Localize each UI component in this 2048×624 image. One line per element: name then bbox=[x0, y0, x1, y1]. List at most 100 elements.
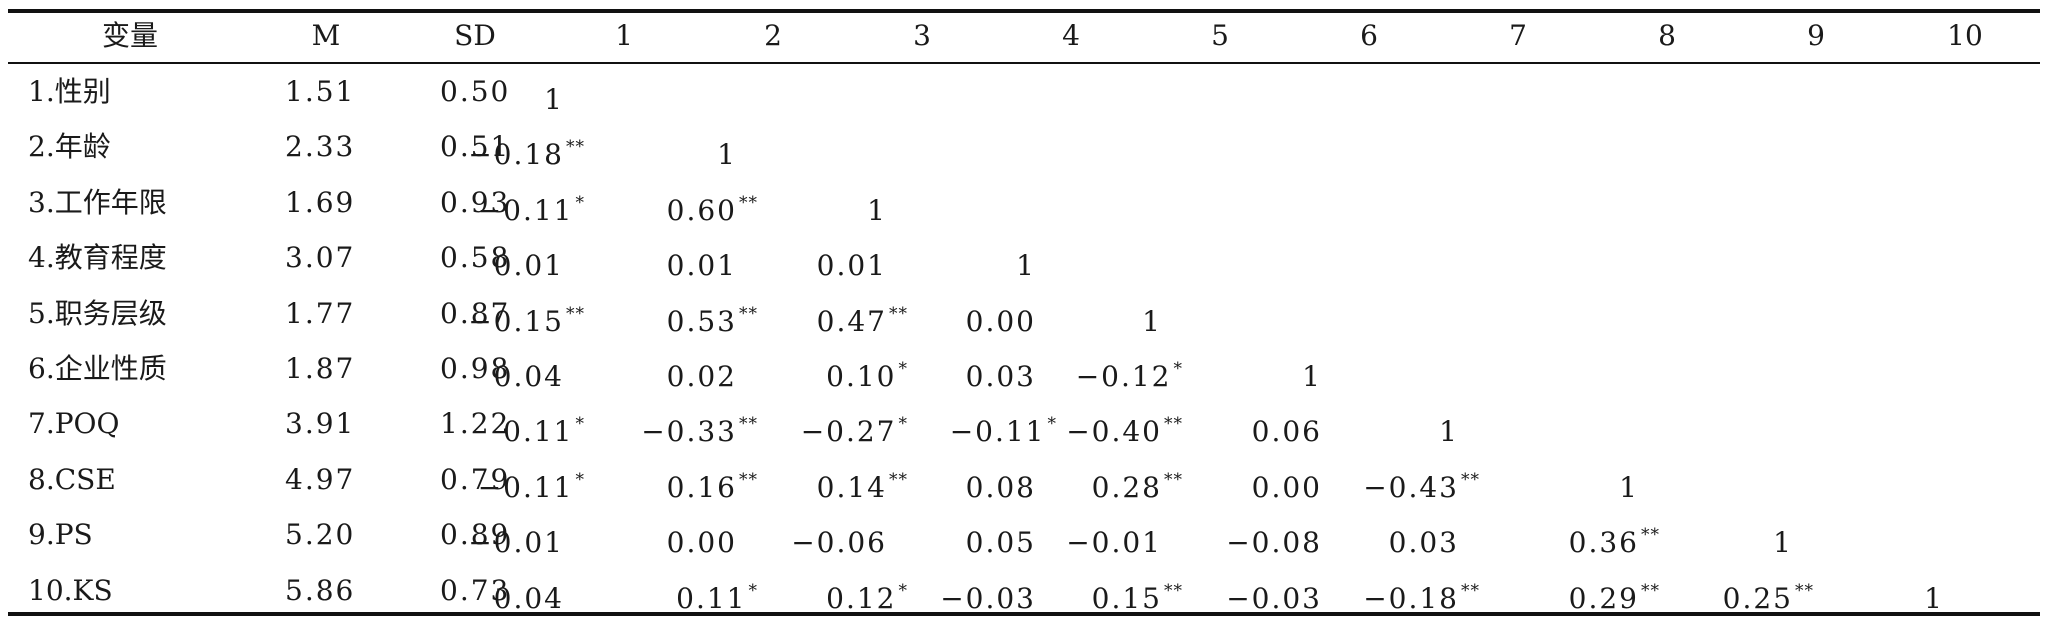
row-label: 6.企业性质 bbox=[28, 352, 167, 385]
correlation-value: 0.11 bbox=[503, 415, 574, 449]
correlation-cell: 1** bbox=[867, 187, 908, 227]
significance-mark: ** bbox=[1164, 469, 1183, 490]
header-cell: 1 bbox=[615, 19, 633, 52]
correlation-cell: 0.06** bbox=[1252, 408, 1343, 448]
sd-value: 0.51 bbox=[440, 130, 511, 164]
correlation-value: −0.06 bbox=[791, 526, 887, 560]
sd-value: 1.22 bbox=[440, 407, 511, 441]
correlation-cell: −0.03** bbox=[940, 575, 1057, 615]
correlation-value: −0.01 bbox=[468, 526, 564, 560]
mean-value: 1.77 bbox=[285, 296, 356, 330]
correlation-value: −0.15 bbox=[468, 304, 564, 338]
significance-mark: * bbox=[748, 580, 758, 601]
correlation-cell: 0.11 * bbox=[676, 575, 758, 615]
header-cell: SD bbox=[454, 19, 496, 52]
header-cell: 4 bbox=[1062, 19, 1080, 52]
correlation-cell: −0.11 * bbox=[478, 464, 585, 504]
correlation-cell: 0.02** bbox=[667, 353, 758, 393]
correlation-cell: 0.03** bbox=[1389, 519, 1480, 559]
correlation-value: −0.12 bbox=[1075, 360, 1172, 393]
correlation-value: 0.00 bbox=[666, 526, 737, 560]
correlation-value: 0.04 bbox=[493, 360, 564, 393]
correlation-value: 0.53 bbox=[666, 304, 737, 338]
correlation-cell: −0.11 * bbox=[950, 408, 1057, 448]
correlation-value: 0.16 bbox=[666, 470, 737, 504]
correlation-value: 0.28 bbox=[1091, 470, 1162, 504]
significance-mark: * bbox=[898, 580, 908, 601]
sd-value: 0.73 bbox=[440, 573, 511, 607]
mean-value: 1.51 bbox=[285, 75, 356, 108]
sd-value: 0.93 bbox=[440, 185, 511, 219]
header-cell: 5 bbox=[1211, 19, 1229, 52]
significance-mark: ** bbox=[1164, 580, 1183, 601]
header-cell: M bbox=[311, 19, 341, 52]
correlation-value: 1 bbox=[1142, 304, 1162, 338]
correlation-value: 0.15 bbox=[1091, 581, 1162, 615]
correlation-value: 0.01 bbox=[493, 249, 564, 283]
correlation-cell: −0.15 ** bbox=[468, 298, 585, 338]
mean-value: 5.20 bbox=[285, 518, 356, 552]
correlation-value: 0.60 bbox=[666, 193, 737, 227]
correlation-cell: 0.01** bbox=[667, 242, 758, 282]
correlation-cell: 0.14 ** bbox=[817, 464, 908, 504]
correlation-cell: 0.25 ** bbox=[1723, 575, 1814, 615]
row-label: 4.教育程度 bbox=[28, 241, 167, 275]
significance-mark: ** bbox=[1461, 580, 1480, 601]
significance-mark: ** bbox=[889, 303, 908, 324]
correlation-cell: −0.43 ** bbox=[1363, 464, 1480, 504]
correlation-cell: −0.06** bbox=[791, 519, 908, 559]
sd-value: 0.58 bbox=[440, 241, 511, 275]
significance-mark: ** bbox=[739, 303, 758, 324]
significance-mark: ** bbox=[566, 137, 585, 158]
correlation-cell: 0.01** bbox=[494, 242, 585, 282]
correlation-value: 1 bbox=[717, 138, 737, 172]
header-cell: 10 bbox=[1947, 19, 1983, 52]
correlation-cell: 0.00** bbox=[667, 519, 758, 559]
row-label: 9.PS bbox=[28, 518, 93, 552]
correlation-cell: −0.18 ** bbox=[468, 131, 585, 171]
correlation-value: 1 bbox=[867, 193, 887, 227]
significance-mark: ** bbox=[739, 192, 758, 213]
correlation-value: −0.01 bbox=[1066, 526, 1162, 560]
significance-mark: ** bbox=[1164, 414, 1183, 435]
header-cell: 6 bbox=[1360, 19, 1378, 52]
header-cell: 2 bbox=[764, 19, 782, 52]
correlation-value: −0.18 bbox=[468, 138, 564, 172]
correlation-cell: −0.40 ** bbox=[1066, 408, 1183, 448]
correlation-cell: 1** bbox=[1619, 464, 1660, 504]
significance-mark: ** bbox=[739, 414, 758, 435]
header-rule bbox=[8, 62, 2040, 64]
correlation-value: 0.01 bbox=[666, 249, 737, 283]
header-cell: 7 bbox=[1509, 19, 1527, 52]
row-label: 1.性别 bbox=[28, 75, 111, 108]
correlation-cell: 0.53 ** bbox=[667, 298, 758, 338]
correlation-cell: −0.11 * bbox=[478, 187, 585, 227]
correlation-cell: 0.47 ** bbox=[817, 298, 908, 338]
correlation-cell: 0.11 * bbox=[503, 408, 585, 448]
mean-value: 3.07 bbox=[285, 241, 356, 275]
mean-value: 2.33 bbox=[285, 130, 356, 164]
row-label: 3.工作年限 bbox=[28, 185, 167, 219]
significance-mark: ** bbox=[889, 469, 908, 490]
correlation-cell: 0.10 * bbox=[826, 353, 908, 393]
correlation-cell: −0.08** bbox=[1226, 519, 1343, 559]
correlation-cell: 0.03** bbox=[966, 353, 1057, 393]
correlation-cell: 0.29 ** bbox=[1569, 575, 1660, 615]
correlation-value: −0.11 bbox=[477, 470, 574, 504]
correlation-value: 0.04 bbox=[493, 581, 564, 615]
row-label: 10.KS bbox=[28, 573, 113, 607]
correlation-cell: −0.03** bbox=[1226, 575, 1343, 615]
correlation-value: −0.08 bbox=[1226, 526, 1322, 560]
correlation-cell: 0.08** bbox=[966, 464, 1057, 504]
significance-mark: ** bbox=[739, 469, 758, 490]
mean-value: 1.69 bbox=[285, 185, 356, 219]
correlation-cell: 0.00** bbox=[966, 298, 1057, 338]
row-label: 7.POQ bbox=[28, 407, 120, 441]
correlation-value: −0.11 bbox=[949, 415, 1046, 449]
correlation-value: −0.33 bbox=[641, 415, 737, 449]
correlation-cell: 1** bbox=[1302, 353, 1343, 393]
significance-mark: ** bbox=[1641, 525, 1660, 546]
correlation-value: 0.08 bbox=[965, 470, 1036, 504]
correlation-cell: 0.00** bbox=[1252, 464, 1343, 504]
correlation-cell: 1** bbox=[544, 76, 585, 116]
